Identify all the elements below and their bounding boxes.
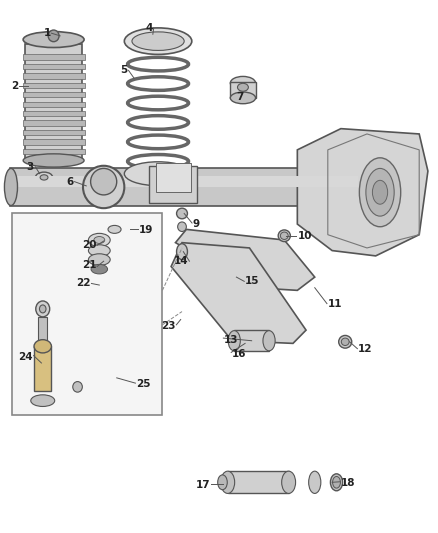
Bar	[230, 82, 255, 98]
Bar	[149, 166, 197, 203]
Text: 16: 16	[232, 349, 247, 359]
Bar	[156, 163, 191, 192]
Text: 23: 23	[161, 321, 176, 331]
Ellipse shape	[341, 338, 349, 345]
Text: 10: 10	[297, 231, 312, 241]
Ellipse shape	[237, 83, 248, 91]
Text: 5: 5	[120, 66, 127, 75]
Ellipse shape	[339, 335, 352, 348]
Ellipse shape	[230, 92, 255, 104]
Text: 2: 2	[11, 81, 18, 91]
Ellipse shape	[124, 28, 192, 54]
Ellipse shape	[330, 474, 343, 491]
Bar	[23, 111, 85, 116]
Ellipse shape	[177, 208, 187, 219]
Ellipse shape	[366, 168, 394, 216]
Bar	[228, 471, 289, 494]
Text: 1: 1	[44, 28, 51, 38]
Text: 15: 15	[245, 276, 260, 286]
Text: 19: 19	[138, 225, 153, 236]
Text: 14: 14	[174, 256, 188, 266]
Ellipse shape	[94, 237, 105, 244]
Ellipse shape	[332, 477, 340, 488]
Bar	[23, 92, 85, 98]
Text: 21: 21	[82, 261, 96, 270]
Ellipse shape	[88, 254, 110, 265]
Ellipse shape	[228, 330, 240, 351]
Bar	[23, 149, 85, 154]
FancyBboxPatch shape	[12, 214, 162, 415]
Polygon shape	[297, 128, 428, 256]
Bar	[10, 176, 358, 187]
Bar	[23, 102, 85, 107]
Bar	[25, 44, 82, 160]
Bar	[39, 317, 47, 341]
Ellipse shape	[280, 232, 288, 239]
Ellipse shape	[278, 230, 290, 241]
Ellipse shape	[34, 340, 51, 353]
Bar	[34, 346, 51, 391]
Bar	[10, 168, 358, 206]
Ellipse shape	[48, 30, 59, 42]
Bar	[23, 139, 85, 144]
Text: 25: 25	[136, 379, 151, 389]
Ellipse shape	[132, 32, 184, 51]
Polygon shape	[171, 243, 306, 343]
Ellipse shape	[73, 382, 82, 392]
Ellipse shape	[91, 168, 117, 195]
Bar	[23, 64, 85, 69]
Ellipse shape	[359, 158, 401, 227]
Text: 24: 24	[18, 352, 33, 361]
Ellipse shape	[83, 166, 124, 208]
Ellipse shape	[88, 245, 110, 256]
Text: 20: 20	[82, 240, 96, 251]
Text: 7: 7	[237, 92, 244, 102]
Text: 6: 6	[66, 176, 73, 187]
Ellipse shape	[282, 471, 296, 494]
Bar	[23, 73, 85, 78]
Ellipse shape	[88, 233, 110, 247]
Ellipse shape	[309, 471, 321, 494]
Text: 4: 4	[145, 23, 153, 33]
Ellipse shape	[108, 225, 121, 233]
Ellipse shape	[230, 76, 255, 90]
Ellipse shape	[36, 301, 49, 317]
Text: 22: 22	[76, 278, 91, 288]
Text: 11: 11	[328, 298, 343, 309]
Bar	[23, 54, 85, 60]
Ellipse shape	[35, 172, 53, 183]
Ellipse shape	[221, 471, 235, 494]
Text: 3: 3	[27, 162, 34, 172]
Ellipse shape	[372, 180, 388, 204]
Ellipse shape	[39, 305, 46, 313]
Ellipse shape	[31, 395, 55, 407]
Bar	[23, 83, 85, 88]
Bar	[23, 120, 85, 126]
Ellipse shape	[263, 330, 275, 351]
Text: 13: 13	[223, 335, 238, 345]
Ellipse shape	[124, 162, 192, 185]
Ellipse shape	[91, 264, 108, 274]
Ellipse shape	[178, 222, 186, 231]
Text: 9: 9	[193, 219, 200, 229]
Ellipse shape	[40, 175, 48, 180]
Bar	[234, 330, 269, 351]
Text: 18: 18	[341, 478, 355, 488]
Bar	[23, 130, 85, 135]
Ellipse shape	[218, 475, 227, 490]
Text: 17: 17	[196, 480, 210, 490]
Text: 12: 12	[358, 344, 373, 354]
Ellipse shape	[4, 168, 18, 206]
Ellipse shape	[177, 244, 187, 260]
Ellipse shape	[23, 31, 84, 47]
Ellipse shape	[23, 154, 84, 167]
Polygon shape	[176, 229, 315, 290]
